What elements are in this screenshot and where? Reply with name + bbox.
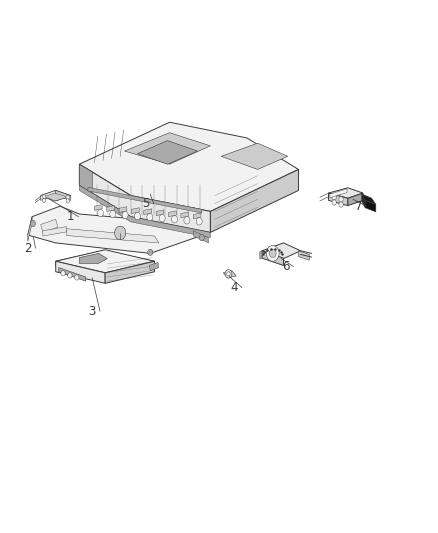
Polygon shape [119,207,127,213]
Polygon shape [56,250,155,273]
Polygon shape [43,227,67,236]
Circle shape [42,198,46,203]
Polygon shape [79,253,107,263]
Polygon shape [107,206,114,212]
Circle shape [30,220,35,227]
Circle shape [332,200,336,205]
Circle shape [332,195,336,200]
Text: 1: 1 [67,210,74,223]
Polygon shape [124,133,210,164]
Circle shape [68,273,72,278]
Polygon shape [79,185,210,238]
Polygon shape [59,268,86,281]
Circle shape [339,197,343,202]
Polygon shape [79,122,298,212]
Polygon shape [131,208,139,214]
Polygon shape [28,216,32,241]
Polygon shape [193,213,201,219]
Polygon shape [223,271,236,278]
Polygon shape [56,190,71,200]
Polygon shape [105,261,155,283]
Polygon shape [193,231,208,243]
Polygon shape [156,210,164,216]
Polygon shape [328,193,348,206]
Text: 4: 4 [230,281,238,294]
Polygon shape [362,194,365,208]
Circle shape [147,214,153,221]
Polygon shape [330,189,347,198]
Circle shape [196,217,202,225]
Polygon shape [144,209,152,215]
Text: 7: 7 [355,200,362,213]
Polygon shape [41,190,71,201]
Polygon shape [56,261,105,283]
Circle shape [159,215,165,222]
Circle shape [74,275,79,280]
Polygon shape [365,200,376,212]
Text: 3: 3 [88,304,96,318]
Polygon shape [262,251,283,265]
Polygon shape [362,194,376,205]
Circle shape [227,272,230,276]
Polygon shape [348,193,363,206]
Polygon shape [260,251,262,259]
Polygon shape [95,205,102,211]
Polygon shape [79,164,210,232]
Polygon shape [149,262,159,271]
Polygon shape [138,141,198,164]
Polygon shape [67,229,159,243]
Polygon shape [221,143,288,169]
Circle shape [199,235,205,241]
Circle shape [66,199,70,203]
Circle shape [269,249,276,257]
Polygon shape [41,219,58,232]
Circle shape [122,212,128,219]
Polygon shape [41,190,56,200]
Polygon shape [210,169,298,232]
Circle shape [172,216,177,223]
Polygon shape [328,188,363,198]
Circle shape [225,270,232,278]
Circle shape [184,216,190,224]
Circle shape [42,195,46,199]
Text: 5: 5 [142,197,150,210]
Polygon shape [28,206,210,253]
Polygon shape [56,251,155,266]
Polygon shape [44,193,68,201]
Text: 6: 6 [282,260,290,273]
Circle shape [110,211,116,217]
Text: 2: 2 [24,241,32,255]
Circle shape [66,195,70,199]
Polygon shape [262,243,300,259]
Polygon shape [169,211,176,216]
Polygon shape [88,187,202,213]
Circle shape [61,271,65,276]
Circle shape [97,209,103,216]
Circle shape [134,213,141,220]
Circle shape [339,202,343,207]
Circle shape [115,226,126,240]
Polygon shape [298,251,309,260]
Circle shape [148,249,153,255]
Polygon shape [79,164,92,193]
Circle shape [266,246,279,261]
Polygon shape [181,212,189,217]
